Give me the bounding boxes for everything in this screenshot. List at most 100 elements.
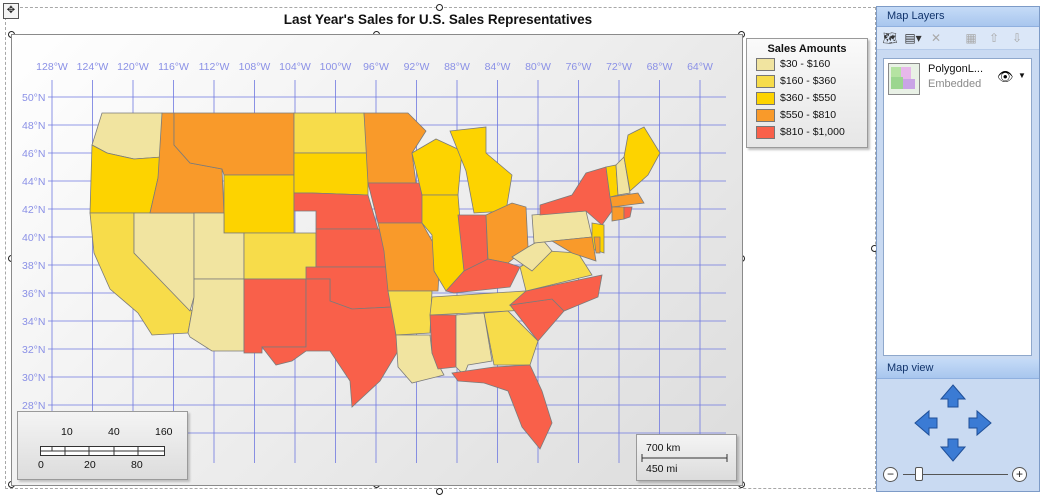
km-mi-scale[interactable]: 700 km 450 mi: [636, 434, 737, 481]
eye-icon[interactable]: 👁: [997, 69, 1014, 84]
km-label: 700 km: [646, 442, 681, 454]
longitude-label: 112°W: [199, 61, 230, 73]
pan-control: [914, 384, 992, 462]
report-design-surface[interactable]: ✥ Last Year's Sales for U.S. Sales Repre…: [0, 0, 878, 496]
map-canvas[interactable]: 128°W 124°W 120°W 116°W 112°W 108°W 104°W 100°W…: [12, 35, 742, 485]
move-icon[interactable]: ✥: [3, 3, 19, 19]
longitude-label: 100°W: [320, 61, 352, 73]
map-view-header: Map view: [877, 359, 1039, 379]
state-arizona[interactable]: [187, 278, 245, 352]
delete-icon[interactable]: ✕: [930, 31, 942, 45]
state-maryland[interactable]: [550, 236, 597, 262]
layer-type: Embedded: [928, 78, 982, 90]
zoom-in-icon[interactable]: +: [1012, 467, 1027, 482]
state-north-carolina[interactable]: [508, 274, 603, 312]
map-viewport[interactable]: 128°W 124°W 120°W 116°W 112°W 108°W 104°W 100°W…: [11, 34, 743, 486]
map-title[interactable]: Last Year's Sales for U.S. Sales Represe…: [283, 12, 593, 27]
state-michigan[interactable]: [449, 126, 513, 214]
state-new-mexico[interactable]: [243, 278, 307, 354]
state-louisiana[interactable]: [395, 334, 445, 384]
layer-item-polygon[interactable]: PolygonL... Embedded 👁 ▼: [888, 63, 1028, 95]
state-wisconsin[interactable]: [411, 138, 463, 196]
legend-label: $160 - $360: [780, 75, 837, 87]
polygon-map-icon: [891, 67, 915, 89]
latitude-label: 32°N: [22, 344, 45, 356]
state-texas[interactable]: [261, 278, 399, 408]
longitude-label: 84°W: [485, 61, 511, 73]
legend-swatch: [756, 57, 775, 71]
legend-item: $550 - $810: [756, 107, 867, 123]
layer-properties-icon[interactable]: ▦: [965, 31, 977, 45]
legend-item: $810 - $1,000: [756, 124, 867, 140]
state-south-dakota[interactable]: [293, 152, 369, 196]
state-west-virginia[interactable]: [511, 238, 553, 272]
state-north-dakota[interactable]: [293, 112, 369, 154]
longitude-label: 96°W: [363, 61, 389, 73]
scale-top-label-10: 10: [61, 426, 73, 438]
longitude-label: 120°W: [117, 61, 149, 73]
state-colorado[interactable]: [243, 232, 317, 280]
pan-left-icon[interactable]: [914, 409, 938, 437]
map-layers-header: Map Layers: [877, 7, 1039, 27]
scale-bottom-label-0: 0: [38, 459, 44, 471]
chevron-down-icon[interactable]: ▼: [1018, 71, 1026, 80]
move-up-icon[interactable]: ⇧: [988, 31, 1000, 45]
legend-swatch: [756, 91, 775, 105]
state-arkansas[interactable]: [387, 290, 433, 336]
state-illinois[interactable]: [421, 194, 465, 292]
graticule-labels: 128°W 124°W 120°W 116°W 112°W 108°W 104°W 100°W…: [22, 61, 713, 440]
state-kansas[interactable]: [315, 228, 389, 268]
state-mississippi[interactable]: [429, 314, 457, 370]
pan-right-icon[interactable]: [968, 409, 992, 437]
legend-label: $360 - $550: [780, 92, 837, 104]
longitude-label: 108°W: [239, 61, 271, 73]
add-layer-icon[interactable]: ▤▾: [904, 31, 922, 45]
pan-down-icon[interactable]: [939, 438, 967, 462]
latitude-label: 44°N: [22, 176, 45, 188]
state-rhode-island[interactable]: [623, 206, 633, 220]
longitude-label: 116°W: [158, 61, 189, 73]
report-handle-top[interactable]: [436, 4, 443, 11]
longitude-label: 72°W: [606, 61, 632, 73]
layer-wizard-icon[interactable]: 🗺: [882, 31, 898, 45]
latitude-label: 46°N: [22, 148, 45, 160]
scale-bottom-label-80: 80: [131, 459, 143, 471]
distance-scale[interactable]: 10 40 160 0 20 80: [17, 411, 188, 480]
latitude-label: 42°N: [22, 204, 45, 216]
zoom-track[interactable]: [903, 474, 1008, 475]
zoom-slider-thumb[interactable]: [915, 467, 923, 481]
longitude-label: 128°W: [36, 61, 68, 73]
layers-toolbar: 🗺 ▤▾ ✕ ▦ ⇧ ⇩: [877, 27, 1039, 50]
longitude-label: 68°W: [647, 61, 673, 73]
longitude-label: 76°W: [566, 61, 592, 73]
report-handle-bottom[interactable]: [436, 488, 443, 495]
state-maine[interactable]: [623, 126, 661, 192]
scale-top-label-160: 160: [155, 426, 173, 438]
scale-bottom-label-20: 20: [84, 459, 96, 471]
latitude-label: 30°N: [22, 372, 45, 384]
state-nebraska[interactable]: [293, 192, 379, 230]
latitude-label: 48°N: [22, 120, 45, 132]
state-florida[interactable]: [451, 364, 553, 450]
us-states-polygon-layer: [89, 112, 661, 450]
mi-label: 450 mi: [646, 463, 678, 475]
state-new-hampshire[interactable]: [615, 156, 631, 196]
pan-up-icon[interactable]: [939, 384, 967, 408]
legend-item: $160 - $360: [756, 73, 867, 89]
longitude-label: 88°W: [444, 61, 470, 73]
longitude-label: 92°W: [404, 61, 430, 73]
state-kentucky[interactable]: [445, 258, 521, 294]
layer-list[interactable]: PolygonL... Embedded 👁 ▼: [883, 58, 1032, 356]
zoom-out-icon[interactable]: −: [883, 467, 898, 482]
longitude-label: 124°W: [77, 61, 109, 73]
state-georgia[interactable]: [483, 310, 539, 366]
state-delaware[interactable]: [593, 236, 601, 254]
state-wyoming[interactable]: [223, 174, 295, 234]
map-legend[interactable]: Sales Amounts $30 - $160 $160 - $360 $360 …: [746, 38, 868, 148]
legend-label: $550 - $810: [780, 109, 837, 121]
legend-swatch: [756, 125, 775, 139]
move-down-icon[interactable]: ⇩: [1011, 31, 1023, 45]
scale-top-label-40: 40: [108, 426, 120, 438]
state-connecticut[interactable]: [611, 206, 625, 222]
state-massachusetts[interactable]: [609, 192, 645, 208]
